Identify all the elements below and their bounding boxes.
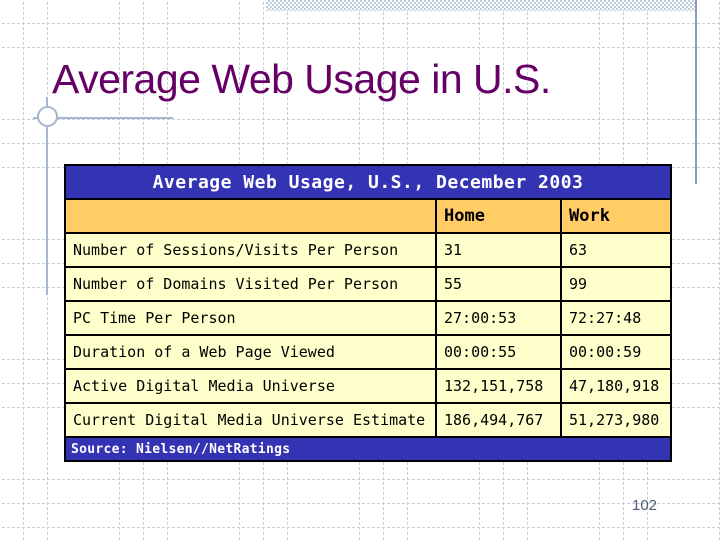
work-value: 51,273,980 bbox=[560, 402, 672, 438]
row-label: PC Time Per Person bbox=[64, 300, 437, 336]
ruler-line-horizontal bbox=[33, 117, 173, 119]
work-value: 00:00:59 bbox=[560, 334, 672, 370]
ruler-line-vertical bbox=[46, 97, 48, 295]
work-value: 72:27:48 bbox=[560, 300, 672, 336]
table-source-row: Source: Nielsen//NetRatings bbox=[64, 436, 672, 462]
row-label: Number of Sessions/Visits Per Person bbox=[64, 232, 437, 268]
home-value: 00:00:55 bbox=[435, 334, 562, 370]
home-value: 31 bbox=[435, 232, 562, 268]
table-row: Active Digital Media Universe 132,151,75… bbox=[64, 368, 672, 404]
vertical-rule-decoration bbox=[695, 0, 697, 184]
table-title-row: Average Web Usage, U.S., December 2003 bbox=[64, 164, 672, 200]
column-header-row: Home Work bbox=[64, 198, 672, 234]
row-label: Duration of a Web Page Viewed bbox=[64, 334, 437, 370]
home-value: 55 bbox=[435, 266, 562, 302]
table-title: Average Web Usage, U.S., December 2003 bbox=[64, 164, 672, 200]
column-header-home: Home bbox=[435, 198, 562, 234]
slide-title: Average Web Usage in U.S. bbox=[52, 56, 551, 102]
row-label: Active Digital Media Universe bbox=[64, 368, 437, 404]
table-source: Source: Nielsen//NetRatings bbox=[64, 436, 672, 462]
table-row: Number of Sessions/Visits Per Person 31 … bbox=[64, 232, 672, 268]
home-value: 186,494,767 bbox=[435, 402, 562, 438]
web-usage-table: Average Web Usage, U.S., December 2003 H… bbox=[64, 164, 672, 462]
table-row: Duration of a Web Page Viewed 00:00:55 0… bbox=[64, 334, 672, 370]
home-value: 27:00:53 bbox=[435, 300, 562, 336]
page-number: 102 bbox=[632, 497, 658, 514]
column-header-work: Work bbox=[560, 198, 672, 234]
compass-circle-icon bbox=[37, 106, 58, 127]
work-value: 99 bbox=[560, 266, 672, 302]
table-row: Number of Domains Visited Per Person 55 … bbox=[64, 266, 672, 302]
work-value: 63 bbox=[560, 232, 672, 268]
table-row: PC Time Per Person 27:00:53 72:27:48 bbox=[64, 300, 672, 336]
home-value: 132,151,758 bbox=[435, 368, 562, 404]
row-label: Current Digital Media Universe Estimate bbox=[64, 402, 437, 438]
work-value: 47,180,918 bbox=[560, 368, 672, 404]
row-label: Number of Domains Visited Per Person bbox=[64, 266, 437, 302]
hatch-band-decoration bbox=[266, 0, 696, 11]
table-row: Current Digital Media Universe Estimate … bbox=[64, 402, 672, 438]
column-header-metric bbox=[64, 198, 437, 234]
